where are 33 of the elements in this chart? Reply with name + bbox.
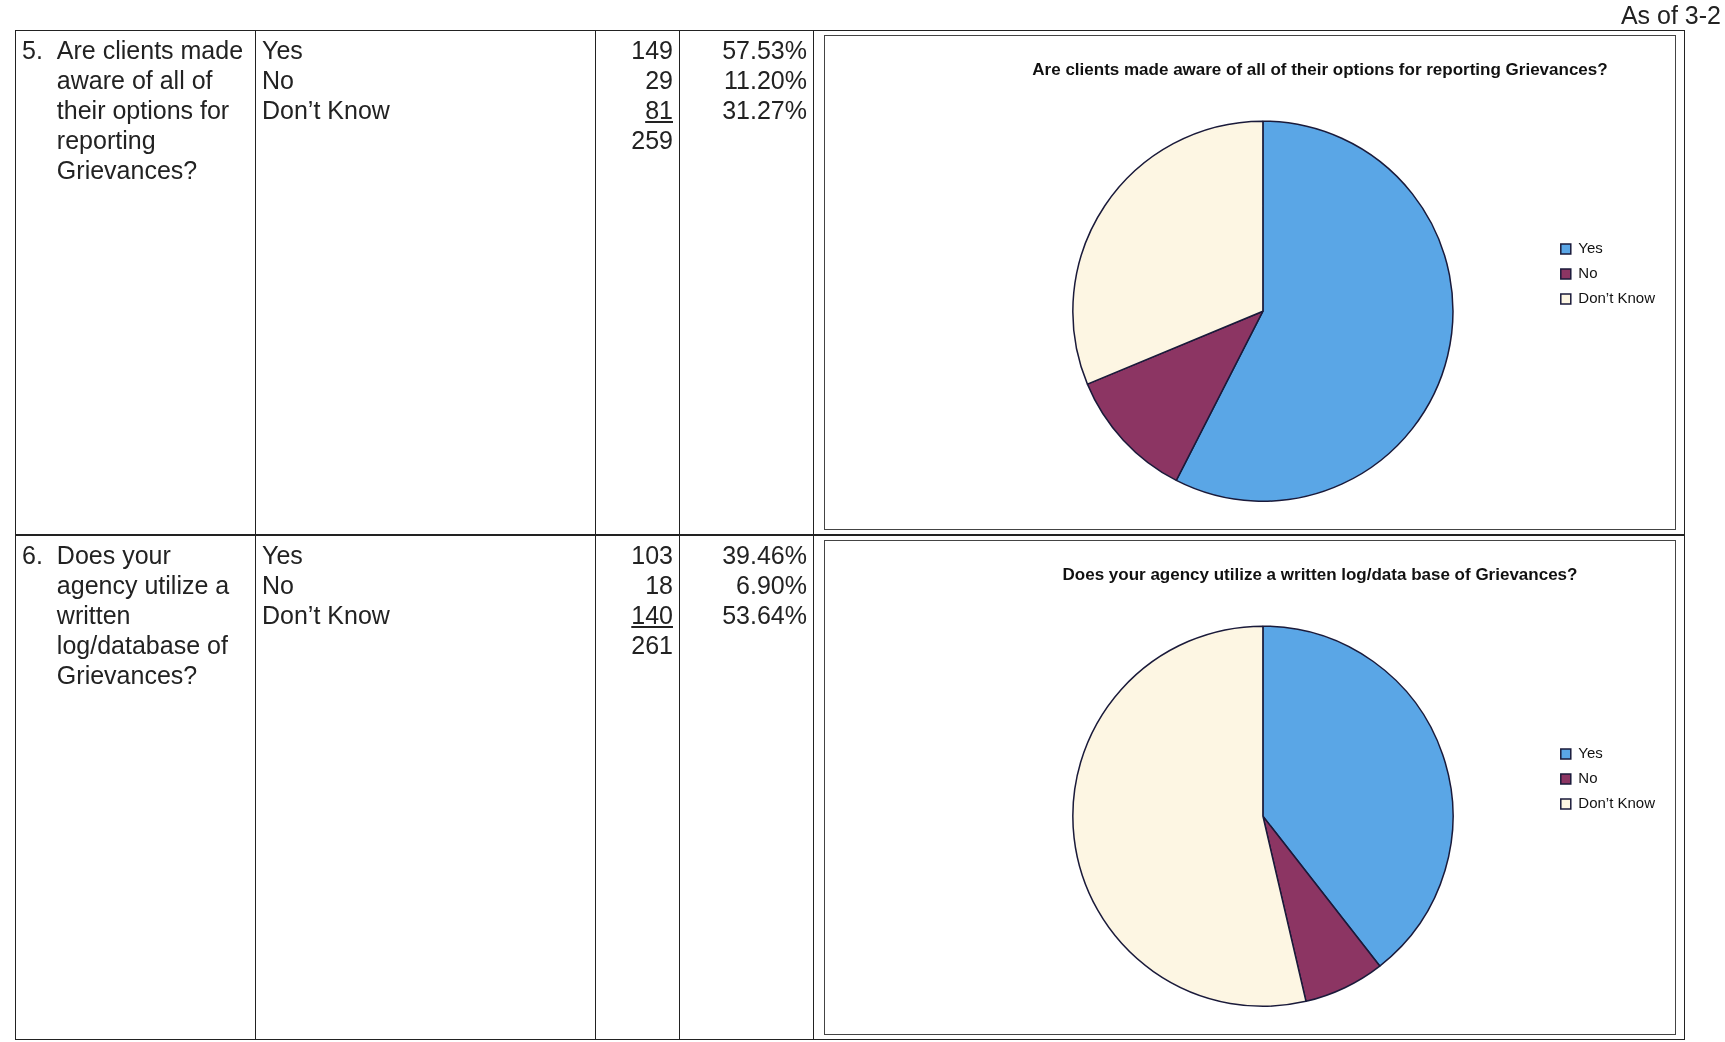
text: 57.53% <box>721 35 807 65</box>
text: 5. <box>22 35 43 66</box>
text: As of 3-2 <box>1620 1 1721 30</box>
category-label: Yes <box>262 36 303 64</box>
legend-label: No <box>1578 769 1598 787</box>
text: 259 <box>630 125 673 155</box>
category-label: Don’t Know <box>262 601 390 629</box>
legend-label: Yes <box>1578 744 1603 762</box>
legend-label: Don’t Know <box>1578 794 1656 812</box>
text: 81 <box>644 95 673 125</box>
text: 18 <box>644 570 673 600</box>
text: 261 <box>630 630 673 660</box>
legend-label: Yes <box>1578 239 1603 257</box>
text: 140 <box>630 600 673 630</box>
text: 11.20% <box>723 65 807 95</box>
text: 31.27% <box>721 95 807 125</box>
text: Does your agency utilize a written log/database of Grievances? <box>56 540 231 690</box>
category-label: No <box>262 571 294 599</box>
category-label: No <box>262 66 294 94</box>
text: 6. <box>22 540 43 571</box>
text: 6.90% <box>735 570 807 600</box>
category-label: Yes <box>262 541 303 569</box>
legend-label: Don’t Know <box>1578 289 1656 307</box>
text: 39.46% <box>721 540 807 570</box>
text: 29 <box>644 65 673 95</box>
chart-title: Does your agency utilize a written log/data base of Grievances? <box>1062 564 1578 584</box>
legend-label: No <box>1578 264 1598 282</box>
text: Are clients made aware of all of their options for reporting Grievances? <box>56 35 245 185</box>
chart-title: Are clients made aware of all of their options for reporting Grievances? <box>1032 59 1608 79</box>
text: 149 <box>630 35 673 65</box>
text: 53.64% <box>721 600 807 630</box>
text: 103 <box>630 540 673 570</box>
category-label: Don’t Know <box>262 96 390 124</box>
